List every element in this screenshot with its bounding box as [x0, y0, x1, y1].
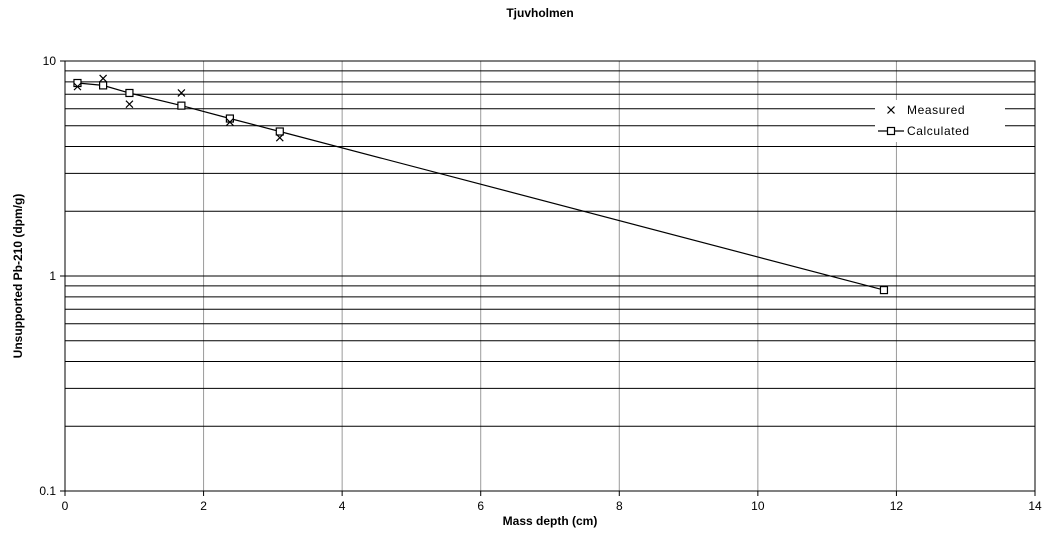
chart-title: Tjuvholmen — [506, 6, 573, 20]
measured-point — [73, 82, 82, 91]
calculated-point — [177, 101, 186, 110]
series-layer — [73, 74, 889, 295]
y-axis-label: Unsupported Pb-210 (dpm/g) — [11, 194, 25, 359]
y-tick-label: 0.1 — [39, 484, 56, 498]
y-tick-label: 10 — [43, 54, 57, 68]
legend-measured-label: Measured — [907, 103, 965, 117]
calculated-point — [73, 78, 82, 88]
y-tick-label: 1 — [49, 269, 56, 283]
measured-point — [177, 89, 186, 97]
legend-box — [875, 100, 1005, 142]
x-tick-label: 12 — [890, 499, 904, 513]
legend-measured-marker — [887, 106, 895, 114]
x-tick-label: 6 — [477, 499, 484, 513]
x-tick-label: 14 — [1028, 499, 1042, 513]
legend: Measured Calculated — [875, 100, 1005, 142]
measured-point — [125, 100, 134, 109]
axis-ticks: 0 2 4 6 8 10 12 14 0.1 1 10 — [39, 54, 1042, 513]
legend-calculated-label: Calculated — [907, 124, 970, 138]
calculated-point — [99, 81, 108, 90]
measured-point — [99, 74, 108, 83]
measured-point — [275, 133, 284, 142]
x-tick-label: 10 — [751, 499, 765, 513]
calculated-point — [879, 285, 889, 295]
legend-calculated-marker — [886, 126, 896, 136]
calculated-point — [225, 114, 234, 123]
x-tick-label: 4 — [339, 499, 346, 513]
x-axis-label: Mass depth (cm) — [503, 514, 598, 528]
calculated-point — [275, 127, 284, 136]
measured-point — [225, 118, 234, 126]
calculated-point — [125, 88, 134, 98]
x-tick-label: 2 — [200, 499, 207, 513]
x-tick-label: 8 — [616, 499, 623, 513]
x-tick-label: 0 — [62, 499, 69, 513]
